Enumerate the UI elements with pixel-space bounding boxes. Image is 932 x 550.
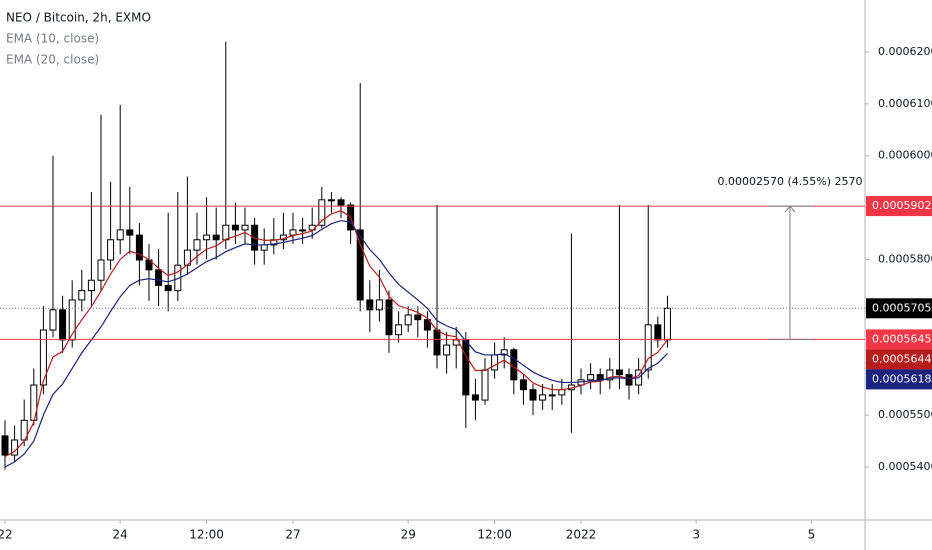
y-tick-label: 0.00060000 (878, 149, 932, 162)
candle-body (203, 234, 211, 241)
candle-body (241, 224, 249, 231)
chart-title: NEO / Bitcoin, 2h, EXMO (6, 11, 151, 25)
price-tag-label: 0.00059029 (872, 199, 932, 212)
price-tag (866, 349, 932, 370)
candle-body (443, 344, 451, 356)
candle-body (558, 389, 566, 396)
candle-body (375, 299, 383, 311)
candle-body (97, 259, 105, 281)
candle-body (663, 307, 671, 341)
candle-body (299, 229, 307, 232)
price-tag-label: 0.00057059 (872, 301, 932, 314)
candle-body (625, 374, 633, 386)
x-tick-label: 12:00 (477, 528, 512, 542)
price-tag-label: 0.00056187 (872, 372, 932, 385)
candle-body (596, 374, 604, 381)
candle-body (519, 379, 527, 391)
price-tag-label: 0.00056459 (872, 332, 932, 345)
candle-body (212, 234, 220, 241)
x-tick-label: 22 (0, 528, 13, 542)
candle-body (385, 299, 393, 336)
price-tag (866, 369, 932, 390)
candle-body (78, 290, 86, 301)
candle-body (39, 329, 47, 386)
candle-body (548, 394, 556, 397)
y-tick-label: 0.00062000 (878, 45, 932, 58)
x-tick-label: 5 (808, 528, 816, 542)
measure-label: 0.00002570 (4.55%) 2570 (718, 175, 863, 188)
candle-body (500, 349, 508, 356)
candle-body (529, 389, 537, 401)
candle-body (404, 314, 412, 326)
candle-body (587, 374, 595, 381)
candle-body (606, 369, 614, 381)
candle-body (135, 234, 143, 261)
y-tick-label: 0.00061000 (878, 97, 932, 110)
candle-body (423, 319, 431, 331)
ema-line (4, 219, 668, 468)
candle-body (337, 199, 345, 206)
x-tick-label: 24 (113, 528, 128, 542)
candle-body (462, 339, 470, 396)
candle-body (491, 354, 499, 371)
x-tick-label: 12:00 (189, 528, 224, 542)
candle-body (260, 244, 268, 251)
y-tick-label: 0.00055000 (878, 408, 932, 421)
candle-body (356, 229, 364, 301)
candle-body (107, 239, 115, 261)
candle-body (59, 309, 67, 341)
candle-body (615, 369, 623, 376)
candle-body (126, 229, 134, 236)
candle-body (174, 264, 182, 292)
price-tag (866, 196, 932, 217)
candle-body (327, 199, 335, 202)
x-tick-label: 2022 (566, 528, 597, 542)
legend-entry: EMA (10, close) (6, 32, 99, 46)
candle-body (49, 309, 57, 331)
candle-body (414, 314, 422, 321)
y-tick-label: 0.00054000 (878, 460, 932, 473)
candle-body (481, 369, 489, 401)
price-tag-label: 0.00056449 (872, 352, 932, 365)
candle-body (471, 394, 479, 401)
candle-body (193, 239, 201, 251)
candle-body (87, 279, 95, 292)
candle-body (395, 324, 403, 336)
x-tick-label: 29 (401, 528, 416, 542)
y-tick-label: 0.00058000 (878, 252, 932, 265)
candle-body (539, 394, 547, 401)
candle-body (644, 324, 652, 371)
x-tick-label: 3 (692, 528, 700, 542)
price-tag (866, 329, 932, 350)
x-tick-label: 27 (285, 528, 300, 542)
candle-body (155, 269, 163, 286)
legend-entry: EMA (20, close) (6, 53, 99, 67)
candle-body (1, 435, 9, 456)
price-tag (866, 298, 932, 319)
plot-area (0, 41, 865, 470)
candle-body (433, 329, 441, 356)
candle-body (366, 299, 374, 311)
candle-body (222, 224, 230, 241)
candle-body (289, 229, 297, 236)
candle-body (654, 324, 662, 341)
candle-body (318, 199, 326, 226)
candle-body (164, 284, 172, 292)
candle-body (231, 224, 239, 231)
candle-body (116, 229, 124, 241)
ema-line (4, 210, 668, 458)
